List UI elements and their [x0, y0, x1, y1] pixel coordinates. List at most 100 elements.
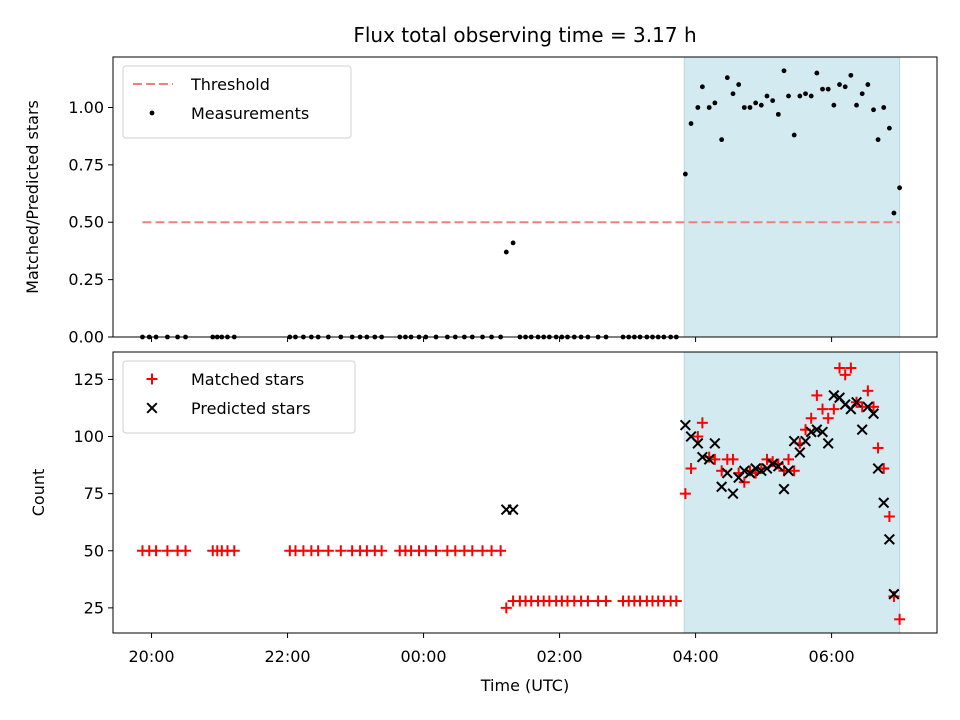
data-point — [894, 613, 906, 625]
data-point — [883, 533, 895, 545]
marker-stroke — [709, 437, 721, 449]
legend-swatch — [146, 373, 158, 385]
y-tick-label: 0.25 — [68, 270, 104, 289]
marker-stroke — [817, 426, 829, 438]
data-point — [872, 442, 884, 454]
data-point — [828, 403, 840, 415]
data-point — [770, 98, 776, 104]
data-point — [738, 465, 750, 477]
data-point — [500, 602, 512, 614]
marker-stroke — [856, 424, 868, 436]
data-point — [507, 504, 519, 516]
legend-entry: Predicted stars — [146, 399, 311, 418]
marker-stroke — [721, 467, 733, 479]
data-point — [721, 467, 733, 479]
marker-stroke — [767, 458, 779, 470]
marker-stroke — [727, 488, 739, 500]
marker-stroke — [839, 399, 851, 411]
marker-stroke — [834, 392, 846, 404]
data-point — [848, 72, 854, 78]
data-point — [842, 84, 848, 90]
axes-frame — [112, 351, 938, 634]
data-point — [758, 102, 764, 108]
data-point — [808, 93, 814, 99]
data-point — [814, 70, 820, 76]
data-point — [878, 463, 890, 475]
data-point — [783, 465, 795, 477]
marker-stroke — [868, 408, 880, 420]
data-point — [764, 93, 770, 99]
data-point — [712, 100, 718, 106]
data-point — [709, 437, 721, 449]
data-point — [783, 453, 795, 465]
data-point — [797, 93, 803, 99]
marker-stroke — [772, 460, 784, 472]
data-point — [699, 84, 705, 90]
axes-frame — [112, 56, 938, 338]
y-tick-label: 125 — [73, 370, 104, 389]
legend-frame — [122, 360, 356, 434]
legend-label: Measurements — [191, 104, 309, 123]
data-point — [703, 453, 715, 465]
data-point — [791, 132, 797, 138]
data-point — [741, 105, 747, 110]
marker-stroke — [822, 437, 834, 449]
marker-stroke — [738, 465, 750, 477]
data-point — [692, 437, 704, 449]
data-point — [688, 121, 694, 126]
marker-stroke — [778, 483, 790, 495]
y-tick-label: 1.00 — [68, 98, 104, 117]
marker-stroke — [794, 447, 806, 459]
data-point — [868, 408, 880, 420]
data-point — [831, 102, 837, 108]
data-point — [376, 545, 388, 557]
data-point — [811, 424, 823, 436]
shaded-interval — [683, 56, 901, 338]
data-point — [788, 435, 800, 447]
legend-label: Matched stars — [191, 370, 304, 389]
x-tick-label: 00:00 — [401, 647, 447, 666]
marker-stroke — [685, 431, 697, 443]
data-point — [730, 91, 736, 97]
data-point — [738, 476, 750, 488]
data-point — [685, 463, 697, 475]
legend-swatch — [149, 110, 155, 116]
panel-ratio: 0.00 0.25 0.50 0.75 1.00 Matched/Predicted st… — [23, 56, 938, 347]
marker-stroke — [888, 588, 900, 600]
marker-stroke — [679, 419, 691, 431]
marker-stroke — [883, 533, 895, 545]
data-point — [716, 481, 728, 493]
data-point — [466, 545, 478, 557]
data-point — [736, 82, 742, 87]
y-tick-label: 25 — [84, 598, 104, 617]
data-point — [788, 465, 800, 477]
data-point — [881, 105, 887, 110]
data-point — [767, 458, 779, 470]
data-point — [503, 249, 509, 255]
data-point — [228, 545, 240, 557]
marker-stroke — [878, 497, 890, 509]
y-tick-label: 0.50 — [68, 213, 104, 232]
data-point — [883, 510, 895, 522]
data-point — [822, 412, 834, 424]
data-point — [753, 100, 759, 106]
legend-label: Predicted stars — [191, 399, 311, 418]
data-point — [897, 185, 902, 191]
data-point — [817, 426, 829, 438]
data-point — [854, 102, 859, 108]
data-point — [679, 419, 691, 431]
data-point — [755, 465, 767, 477]
data-point — [670, 595, 682, 607]
y-tick-label: 75 — [84, 484, 104, 503]
x-tick-label: 02:00 — [537, 647, 583, 666]
marker-stroke — [872, 463, 884, 475]
data-point — [430, 545, 442, 557]
data-point — [862, 385, 874, 397]
data-point — [886, 125, 892, 131]
data-point — [822, 437, 834, 449]
data-point — [420, 545, 432, 557]
y-axis-label: Count — [29, 469, 48, 517]
data-point — [865, 82, 871, 87]
data-point — [679, 488, 691, 500]
legend-entry: Threshold — [133, 75, 270, 94]
